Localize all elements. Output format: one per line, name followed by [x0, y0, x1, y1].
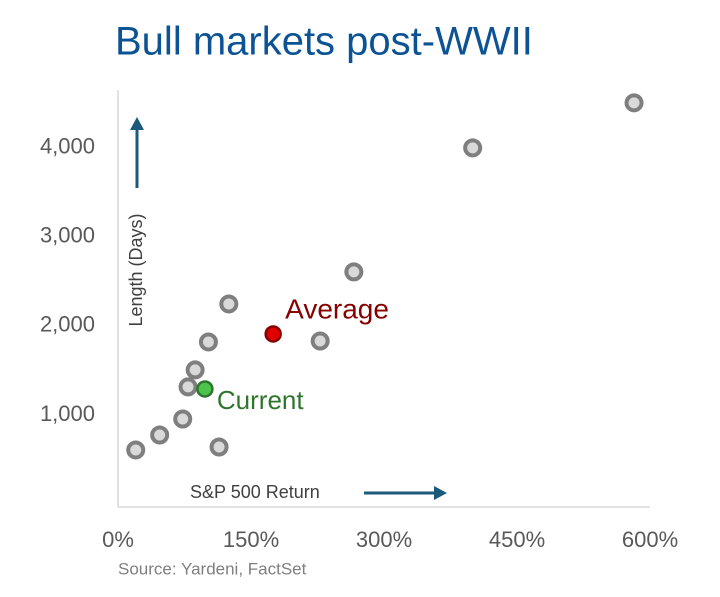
point — [185, 360, 205, 380]
y-tick-label: 2,000 — [40, 312, 95, 337]
point — [344, 262, 364, 282]
highlight-label: Current — [217, 385, 304, 415]
y-tick-label: 4,000 — [40, 134, 95, 159]
x-tick-label: 600% — [622, 527, 678, 552]
x-tick-label: 450% — [489, 527, 545, 552]
x-tick-label: 300% — [356, 527, 412, 552]
point — [209, 437, 229, 457]
x-tick-label: 150% — [223, 527, 279, 552]
x-tick-label: 0% — [102, 527, 134, 552]
source: Source: Yardeni, FactSet — [118, 559, 307, 578]
y-tick-label: 1,000 — [40, 401, 95, 426]
x-axis-label: S&P 500 Return — [190, 482, 320, 502]
point — [198, 332, 218, 352]
point — [624, 93, 644, 113]
point — [463, 138, 483, 158]
point — [126, 440, 146, 460]
chart-title: Bull markets post-WWII — [115, 20, 533, 64]
point — [150, 425, 170, 445]
highlight-label: Average — [285, 293, 389, 324]
y-arrow — [130, 117, 144, 188]
point — [173, 409, 193, 429]
y-tick-label: 3,000 — [40, 223, 95, 248]
point — [310, 331, 330, 351]
point — [219, 294, 239, 314]
y-axis-label: Length (Days) — [126, 213, 146, 326]
x-arrow — [364, 486, 447, 500]
point — [178, 377, 198, 397]
highlight-point — [264, 325, 282, 343]
highlight-point — [196, 380, 214, 398]
